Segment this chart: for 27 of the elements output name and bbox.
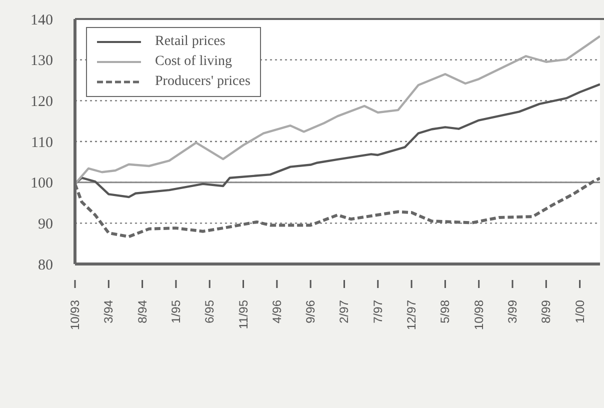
- x-tick-label: 1/00: [572, 300, 587, 324]
- line-series: [75, 35, 600, 186]
- x-tick-label: 3/99: [506, 300, 520, 324]
- y-tick-label: 90: [38, 216, 53, 232]
- x-tick-label: 11/95: [236, 300, 250, 330]
- legend-label: Cost of living: [155, 54, 232, 70]
- x-tick-label: 10/93: [68, 300, 82, 330]
- x-tick-label: 6/95: [202, 300, 217, 324]
- y-tick-label: 140: [30, 12, 53, 28]
- x-tick-label: 9/96: [304, 300, 318, 324]
- x-tick-label: 8/99: [539, 300, 554, 324]
- x-tick-label: 4/96: [270, 300, 284, 324]
- x-tick-label: 5/98: [438, 300, 452, 324]
- y-tick-label: 130: [30, 53, 53, 70]
- x-tick-label: 2/97: [337, 300, 352, 324]
- y-tick-label: 120: [30, 94, 53, 110]
- legend-label: Producers' prices: [155, 74, 250, 90]
- x-tick-label: 8/94: [135, 300, 150, 324]
- x-tick-label: 1/95: [168, 300, 183, 324]
- x-tick-label: 3/94: [102, 300, 116, 324]
- y-tick-label: 80: [38, 257, 53, 274]
- x-tick-label: 7/97: [370, 300, 385, 324]
- y-tick-label: 110: [31, 134, 53, 151]
- x-tick-label: 10/98: [472, 300, 486, 330]
- x-tick-label: 12/97: [404, 300, 419, 330]
- y-tick-label: 100: [30, 176, 53, 192]
- legend-label: Retail prices: [155, 34, 226, 50]
